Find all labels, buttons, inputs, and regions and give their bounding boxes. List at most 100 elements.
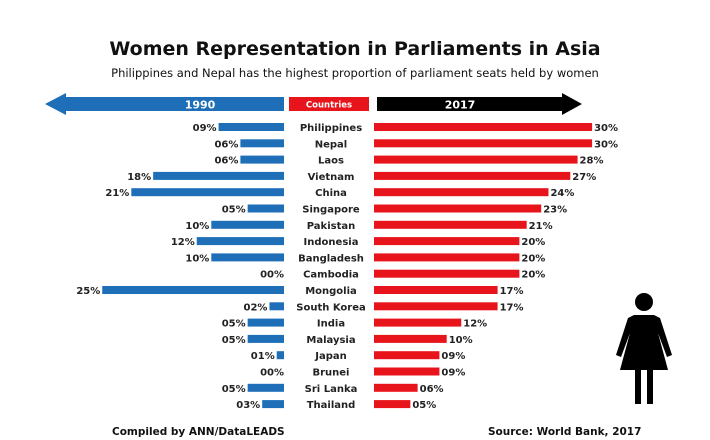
footer-source: Source: World Bank, 2017: [488, 426, 642, 438]
data-label-1990: 09%: [193, 123, 217, 134]
bar-1990: [153, 171, 284, 180]
country-label: Malaysia: [306, 335, 355, 346]
bar-2017: [374, 237, 520, 246]
header-arrow-1990: [45, 93, 284, 115]
country-label: Japan: [314, 351, 347, 362]
bar-2017: [374, 204, 542, 213]
country-label: China: [315, 188, 347, 199]
country-label: India: [317, 319, 345, 330]
country-label: Cambodia: [303, 270, 359, 281]
bar-1990: [131, 188, 284, 197]
bar-1990: [247, 318, 284, 327]
chart-subtitle: Philippines and Nepal has the highest pr…: [111, 66, 599, 80]
data-label-2017: 20%: [521, 253, 545, 264]
country-label: Laos: [318, 156, 344, 167]
country-label: Pakistan: [307, 221, 356, 232]
data-label-1990: 18%: [127, 172, 151, 183]
country-label: Sri Lanka: [305, 384, 358, 395]
bar-2017: [374, 400, 411, 409]
header-label-2017: 2017: [445, 99, 476, 112]
bar-1990: [269, 302, 284, 311]
header-label-1990: 1990: [185, 99, 216, 112]
data-label-1990: 00%: [260, 368, 284, 379]
data-label-2017: 20%: [521, 270, 545, 281]
data-label-2017: 30%: [594, 123, 618, 134]
bar-1990: [240, 139, 284, 148]
bar-1990: [211, 220, 284, 229]
bar-2017: [374, 171, 571, 180]
data-label-2017: 30%: [594, 139, 618, 150]
bar-2017: [374, 383, 418, 392]
bar-2017: [374, 123, 593, 131]
data-label-2017: 05%: [412, 400, 436, 411]
chart-title: Women Representation in Parliaments in A…: [109, 38, 601, 60]
bar-2017: [374, 188, 549, 197]
bar-2017: [374, 155, 578, 164]
bar-2017: [374, 302, 498, 311]
data-label-1990: 06%: [214, 139, 238, 150]
country-label: Bangladesh: [298, 253, 364, 264]
bar-2017: [374, 139, 593, 148]
bar-1990: [196, 237, 284, 246]
header-label-countries: Countries: [306, 101, 352, 111]
data-label-2017: 10%: [449, 335, 473, 346]
bar-2017: [374, 351, 440, 360]
bar-1990: [247, 204, 284, 213]
country-label: Thailand: [307, 400, 356, 411]
bar-1990: [240, 155, 284, 164]
data-label-2017: 20%: [521, 237, 545, 248]
data-label-2017: 17%: [500, 286, 524, 297]
country-label: Philippines: [300, 123, 362, 134]
footer-compiled: Compiled by ANN/DataLEADS: [112, 426, 285, 438]
bar-2017: [374, 220, 527, 229]
data-label-1990: 06%: [214, 156, 238, 167]
bar-2017: [374, 253, 520, 262]
data-label-1990: 05%: [222, 384, 246, 395]
data-label-1990: 01%: [251, 351, 275, 362]
data-label-2017: 24%: [550, 188, 574, 199]
woman-icon: [616, 293, 672, 404]
data-label-1990: 05%: [222, 319, 246, 330]
country-label: Brunei: [312, 368, 349, 379]
bar-1990: [247, 334, 284, 343]
bar-1990: [262, 400, 284, 409]
country-label: Indonesia: [304, 237, 359, 248]
data-label-1990: 05%: [222, 205, 246, 216]
bar-2017: [374, 269, 520, 278]
bar-1990: [218, 123, 284, 131]
bar-1990: [247, 383, 284, 392]
data-label-2017: 21%: [529, 221, 553, 232]
data-label-2017: 09%: [441, 351, 465, 362]
data-label-1990: 10%: [185, 253, 209, 264]
data-label-2017: 28%: [580, 156, 604, 167]
bar-2017: [374, 286, 498, 294]
bar-2017: [374, 318, 462, 327]
bar-1990: [211, 253, 284, 262]
bar-1990: [102, 286, 284, 294]
country-label: Nepal: [315, 139, 348, 150]
country-label: Singapore: [302, 205, 360, 216]
data-label-1990: 12%: [171, 237, 195, 248]
data-label-1990: 21%: [105, 188, 129, 199]
country-label: Mongolia: [305, 286, 357, 297]
header-arrow-2017: [377, 93, 582, 115]
data-label-1990: 00%: [260, 270, 284, 281]
data-label-1990: 25%: [76, 286, 100, 297]
data-label-1990: 03%: [236, 400, 260, 411]
country-label: South Korea: [296, 302, 365, 313]
bar-2017: [374, 367, 440, 376]
data-label-2017: 09%: [441, 368, 465, 379]
data-label-2017: 12%: [463, 319, 487, 330]
header-box-countries: [289, 97, 369, 111]
data-label-1990: 05%: [222, 335, 246, 346]
data-label-2017: 23%: [543, 205, 567, 216]
country-label: Vietnam: [308, 172, 355, 183]
bar-1990: [276, 351, 284, 360]
bar-2017: [374, 334, 447, 343]
data-label-1990: 10%: [185, 221, 209, 232]
data-label-2017: 06%: [420, 384, 444, 395]
data-label-2017: 27%: [572, 172, 596, 183]
data-label-2017: 17%: [500, 302, 524, 313]
data-label-1990: 02%: [244, 302, 268, 313]
